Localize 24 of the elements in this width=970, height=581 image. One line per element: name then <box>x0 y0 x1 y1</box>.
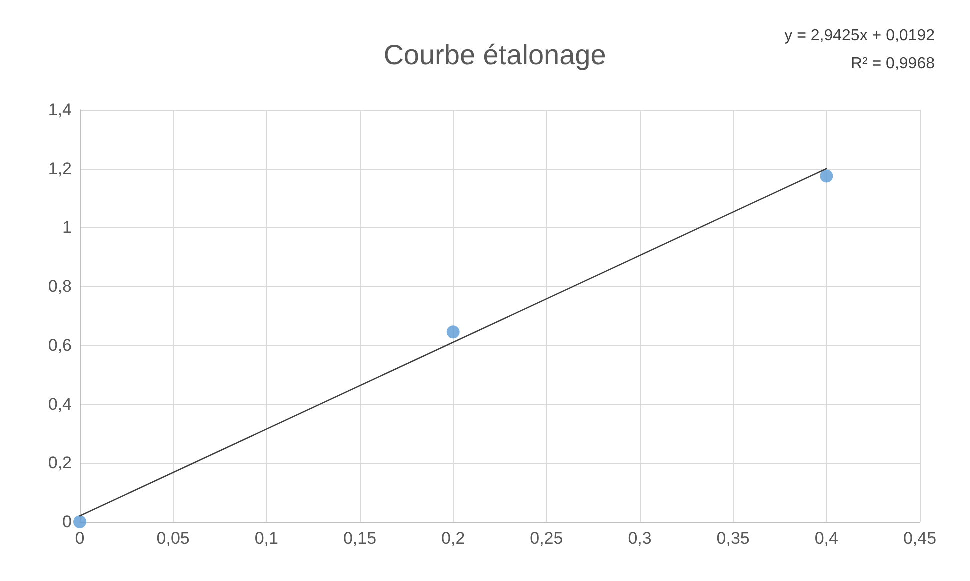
y-tick-label: 0,6 <box>48 336 72 355</box>
x-tick-label: 0 <box>75 529 85 548</box>
y-tick-label: 0,8 <box>48 277 72 296</box>
chart-title: Courbe étalonage <box>384 40 606 70</box>
y-tick-label: 1,2 <box>48 159 72 178</box>
x-tick-label: 0,35 <box>716 529 750 548</box>
y-tick-label: 1,4 <box>48 100 72 120</box>
x-tick-label: 0,2 <box>442 529 466 548</box>
x-tick-label: 0,25 <box>530 529 564 548</box>
point <box>820 170 834 183</box>
point <box>74 516 86 528</box>
x-tick-label: 0,3 <box>628 529 652 548</box>
x-tick-label: 0,1 <box>254 529 278 548</box>
text: y = 2,9425x + 0,0192 <box>784 28 936 44</box>
y-tick-label: 1 <box>62 218 72 238</box>
x-tick-label: 0,05 <box>156 529 190 548</box>
y-tick-label: 0,2 <box>48 454 72 473</box>
y-tick-label: 0,4 <box>48 394 72 414</box>
x-tick-label: 0,15 <box>343 529 377 548</box>
text: R² = 0,9968 <box>850 56 936 72</box>
y-tick-label: 0 <box>62 512 72 532</box>
point <box>446 326 460 339</box>
x-tick-label: 0,45 <box>903 529 937 548</box>
x-tick-label: 0,4 <box>814 529 838 548</box>
